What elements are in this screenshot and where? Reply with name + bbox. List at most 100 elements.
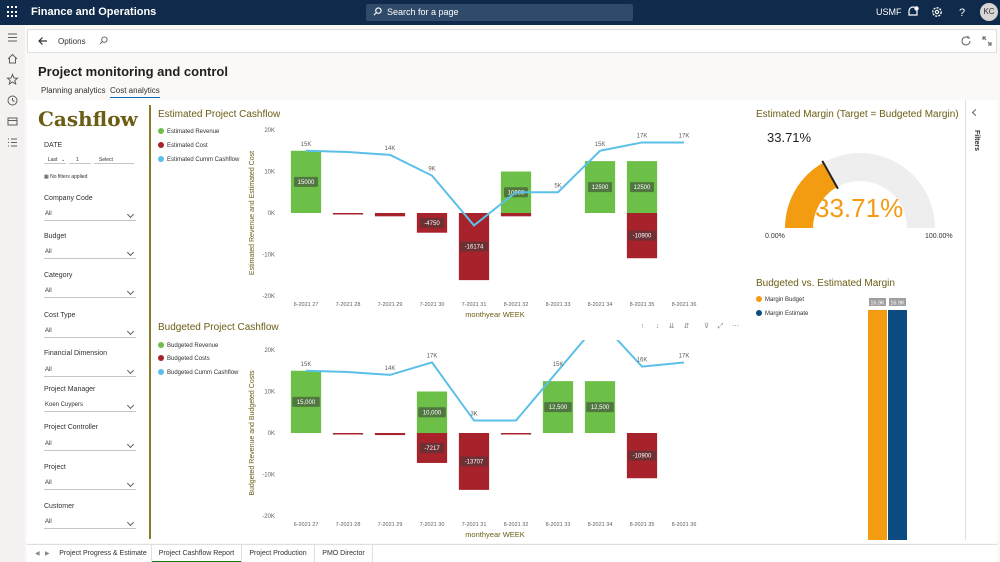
expand-all-icon[interactable]: ⇊: [668, 323, 675, 330]
recent-clock-icon[interactable]: [6, 94, 19, 107]
tab-project-cashflow-report[interactable]: Project Cashflow Report: [152, 545, 242, 562]
chevron-down-icon: [126, 210, 135, 219]
next-page-icon[interactable]: ▶: [45, 551, 50, 557]
project-value: All: [45, 480, 52, 486]
global-search[interactable]: Search for a page: [366, 4, 633, 21]
legend-dot: [158, 369, 164, 375]
expand-icon[interactable]: [981, 35, 993, 47]
back-arrow-icon[interactable]: [37, 35, 49, 47]
legend-label: Margin Budget: [765, 297, 805, 303]
x-tick-label: 7-2021 30: [420, 522, 445, 528]
legend-item[interactable]: Margin Budget: [756, 296, 804, 303]
legend-item[interactable]: Budgeted Cumm Cashflow: [158, 369, 238, 376]
refresh-icon[interactable]: [960, 35, 972, 47]
data-label-bg: [294, 176, 318, 187]
filters-pane[interactable]: Filters: [965, 100, 985, 540]
data-label-bg: [588, 182, 612, 193]
bar: [332, 213, 364, 215]
legend-item[interactable]: Budgeted Revenue: [158, 342, 218, 349]
app-launcher-icon[interactable]: [7, 6, 19, 18]
budget-vs-estimate-chart[interactable]: 16.9K 16.9K: [860, 294, 920, 540]
chevron-down-icon: [126, 366, 135, 375]
budget-value: All: [45, 249, 52, 255]
x-tick-label: 8-2021 33: [546, 302, 571, 308]
bar: [500, 213, 532, 217]
tab-planning-analytics[interactable]: Planning analytics: [41, 86, 106, 95]
notifications-icon[interactable]: [906, 5, 920, 19]
no-filters-note: ▦ No filters applied: [44, 174, 87, 180]
y-tick-label: -10K: [262, 253, 275, 259]
date-unit-box: [94, 155, 134, 164]
date-period-dropdown[interactable]: Last: [48, 157, 58, 163]
estimated-cashflow-chart[interactable]: 20K 10K 0K -10K -20K Estimated Revenue and Es…: [245, 120, 725, 320]
budgeted-cashflow-title: Budgeted Project Cashflow: [158, 322, 279, 333]
drill-down-icon[interactable]: ↓: [655, 323, 660, 330]
date-count-input[interactable]: 1: [76, 157, 79, 163]
calendar-icon: ▦: [44, 174, 49, 180]
cost-type-dropdown[interactable]: All: [44, 326, 136, 338]
settings-gear-icon[interactable]: [930, 5, 944, 19]
company-code-dropdown[interactable]: All: [44, 209, 136, 221]
action-search-icon[interactable]: [99, 36, 108, 45]
legend-item[interactable]: Estimated Cumm Cashflow: [158, 156, 239, 163]
margin-bar: [888, 310, 907, 540]
tab-project-progress-estimate[interactable]: Project Progress & Estimate: [55, 545, 152, 562]
user-avatar[interactable]: KC: [980, 3, 998, 21]
company-code-value: All: [45, 211, 52, 217]
svg-text:?: ?: [959, 7, 965, 19]
bar-data-label: 12500: [592, 185, 609, 191]
estimated-margin-gauge[interactable]: [760, 130, 960, 235]
x-axis-label: monthyear WEEK: [465, 310, 525, 319]
legend-item[interactable]: Margin Estimate: [756, 310, 808, 317]
tab-pmo-director[interactable]: PMO Director: [315, 545, 373, 562]
category-value: All: [45, 288, 52, 294]
legend-item[interactable]: Budgeted Costs: [158, 355, 210, 362]
data-label-bg: [586, 402, 614, 413]
legend-item[interactable]: Estimated Revenue: [158, 128, 219, 135]
date-unit-dropdown[interactable]: Select: [99, 157, 113, 163]
legend-item[interactable]: Estimated Cost: [158, 142, 208, 149]
x-tick-label: 6-2021 27: [294, 302, 319, 308]
bar-data-label: 10,000: [423, 410, 442, 416]
budget-dropdown[interactable]: All: [44, 247, 136, 259]
project-controller-dropdown[interactable]: All: [44, 439, 136, 451]
help-icon[interactable]: ?: [955, 5, 969, 19]
tab-cost-analytics[interactable]: Cost analytics: [110, 86, 160, 98]
modules-list-icon[interactable]: [6, 136, 19, 149]
filter-icon[interactable]: ⊽: [703, 323, 710, 330]
drill-up-icon[interactable]: ↑: [640, 323, 645, 330]
x-axis-label: monthyear WEEK: [465, 530, 525, 539]
options-menu[interactable]: Options: [58, 37, 86, 46]
company-code-label: Company Code: [44, 195, 93, 202]
favorites-star-icon[interactable]: [6, 73, 19, 86]
prev-page-icon[interactable]: ◀: [35, 551, 40, 557]
line-data-label: 16K: [637, 358, 648, 364]
financial-dimension-dropdown[interactable]: All: [44, 365, 136, 377]
customer-label: Customer: [44, 503, 75, 510]
tab-project-production[interactable]: Project Production: [242, 545, 315, 562]
y-tick-label: -10K: [262, 473, 275, 479]
company-selector[interactable]: USMF: [876, 7, 902, 17]
workspaces-icon[interactable]: [6, 115, 19, 128]
legend-label: Budgeted Cumm Cashflow: [167, 370, 239, 376]
focus-mode-icon[interactable]: ⤢: [717, 323, 724, 330]
cumm-cashflow-line: [305, 141, 684, 227]
x-tick-label: 7-2021 31: [462, 522, 487, 528]
bar-data-label: -10900: [633, 454, 652, 460]
project-dropdown[interactable]: All: [44, 478, 136, 490]
project-manager-dropdown[interactable]: Koen Cuypers: [44, 400, 136, 412]
category-dropdown[interactable]: All: [44, 286, 136, 298]
app-title[interactable]: Finance and Operations: [31, 6, 157, 18]
expand-hierarchy-icon[interactable]: ⇵: [683, 323, 690, 330]
cost-type-label: Cost Type: [44, 312, 76, 319]
customer-dropdown[interactable]: All: [44, 517, 136, 529]
collapse-chevron-icon[interactable]: [971, 108, 980, 117]
bar-data-label: -10900: [633, 234, 652, 240]
hamburger-menu-icon[interactable]: [6, 31, 19, 44]
slicer-divider: [149, 105, 151, 539]
home-icon[interactable]: [6, 52, 19, 65]
bar-data-label: 15000: [298, 180, 315, 186]
line-data-label: 15K: [553, 362, 564, 368]
more-options-icon[interactable]: ⋯: [732, 323, 739, 330]
budgeted-cashflow-chart[interactable]: 20K 10K 0K -10K -20K Budgeted Revenue and Bud…: [245, 340, 725, 540]
